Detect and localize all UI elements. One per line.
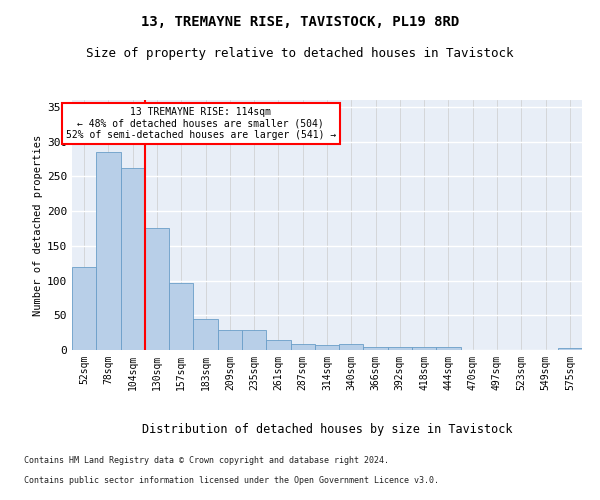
Text: Contains HM Land Registry data © Crown copyright and database right 2024.: Contains HM Land Registry data © Crown c… (24, 456, 389, 465)
Bar (266, 340, 290, 350)
Text: Distribution of detached houses by size in Tavistock: Distribution of detached houses by size … (142, 422, 512, 436)
Bar (315, 345, 339, 350)
Bar (169, 284, 193, 350)
Bar (558, 348, 582, 350)
Bar (436, 347, 461, 350)
Bar (193, 319, 218, 350)
Bar (72, 266, 96, 350)
Text: 13, TREMAYNE RISE, TAVISTOCK, PL19 8RD: 13, TREMAYNE RISE, TAVISTOCK, PL19 8RD (141, 15, 459, 29)
Text: Size of property relative to detached houses in Tavistock: Size of property relative to detached ho… (86, 48, 514, 60)
Bar (290, 344, 315, 350)
Bar (121, 168, 145, 350)
Bar (412, 347, 436, 350)
Bar (96, 152, 121, 350)
Bar (242, 330, 266, 350)
Bar (364, 346, 388, 350)
Bar (145, 228, 169, 350)
Text: 13 TREMAYNE RISE: 114sqm
← 48% of detached houses are smaller (504)
52% of semi-: 13 TREMAYNE RISE: 114sqm ← 48% of detach… (65, 107, 336, 140)
Text: Contains public sector information licensed under the Open Government Licence v3: Contains public sector information licen… (24, 476, 439, 485)
Bar (339, 344, 364, 350)
Bar (218, 330, 242, 350)
Y-axis label: Number of detached properties: Number of detached properties (33, 134, 43, 316)
Bar (388, 347, 412, 350)
